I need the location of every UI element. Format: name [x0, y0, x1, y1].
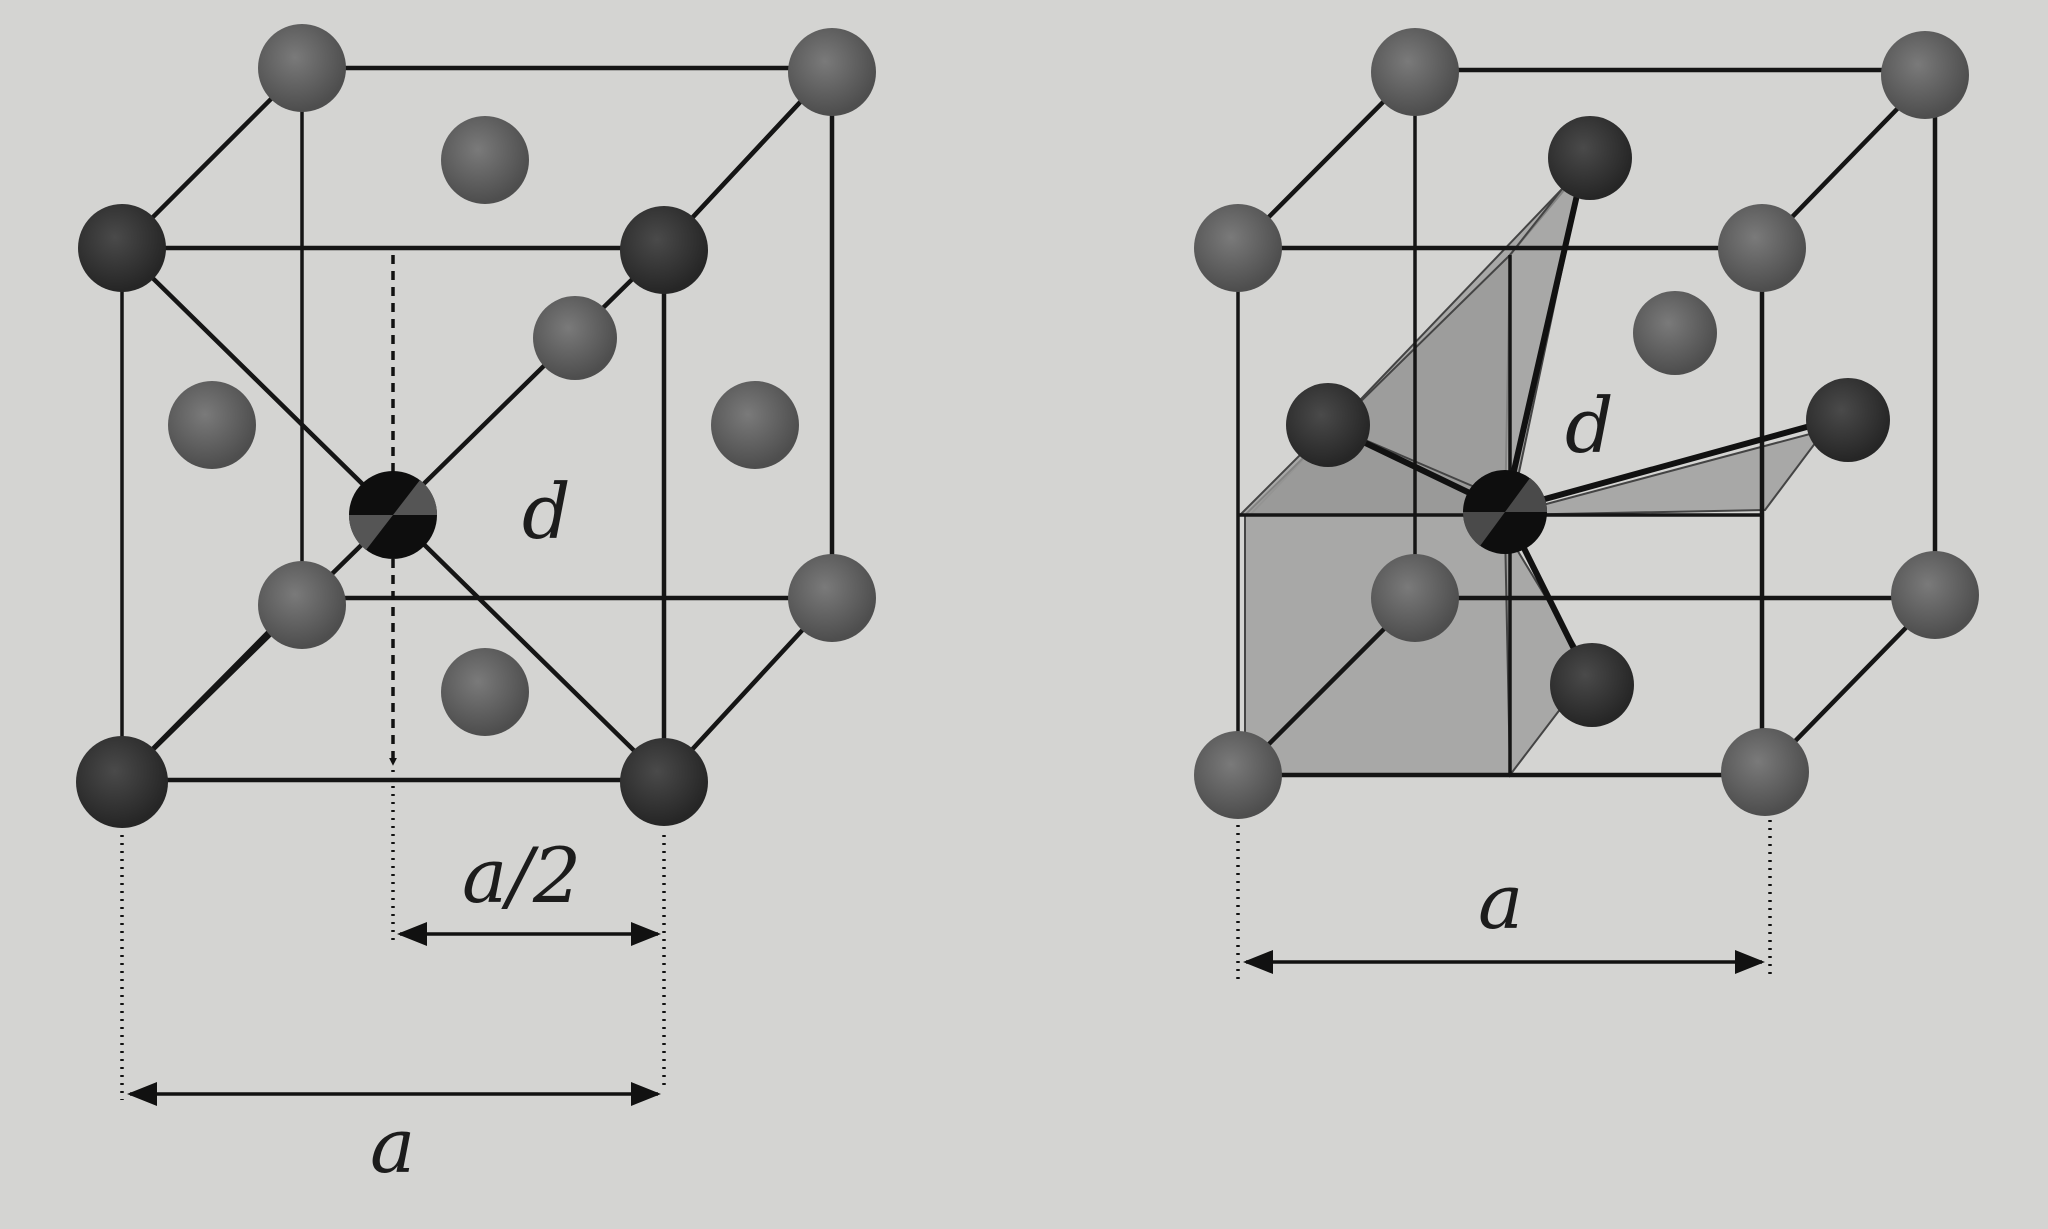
right-dimensions	[1236, 820, 1772, 985]
atom	[788, 28, 876, 116]
atom	[1548, 116, 1632, 200]
atom	[711, 381, 799, 469]
atom	[1718, 204, 1806, 292]
right-distance-label: d	[1565, 381, 1614, 470]
left-edge-label: a	[370, 1101, 415, 1190]
atom	[258, 561, 346, 649]
atom	[1550, 643, 1634, 727]
right-atoms	[1194, 28, 1979, 819]
atom	[1194, 204, 1282, 292]
center-atom	[1462, 470, 1548, 554]
left-atoms	[76, 24, 876, 828]
left-cell-diagram: d a/2 a	[76, 24, 876, 1190]
atom	[1881, 31, 1969, 119]
atom	[441, 648, 529, 736]
right-cell-diagram: d a	[1194, 28, 1979, 985]
atom	[620, 206, 708, 294]
atom	[78, 204, 166, 292]
atom	[620, 738, 708, 826]
atom	[1194, 731, 1282, 819]
atom	[1286, 383, 1370, 467]
atom	[1806, 378, 1890, 462]
atom	[1371, 28, 1459, 116]
atom	[533, 296, 617, 380]
atom	[76, 736, 168, 828]
right-edge-label: a	[1478, 857, 1523, 946]
atom	[1633, 291, 1717, 375]
atom	[168, 381, 256, 469]
left-half-edge-label: a/2	[462, 831, 581, 920]
center-atom	[348, 471, 438, 559]
left-distance-label: d	[522, 467, 571, 556]
atom	[1721, 728, 1809, 816]
atom	[441, 116, 529, 204]
atom	[258, 24, 346, 112]
atom	[788, 554, 876, 642]
atom	[1891, 551, 1979, 639]
atom	[1371, 554, 1459, 642]
left-dimensions	[120, 770, 666, 1106]
